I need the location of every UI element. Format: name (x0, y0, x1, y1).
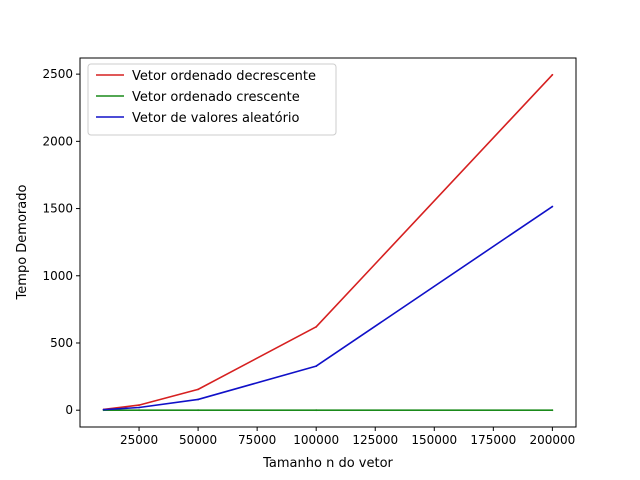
y-tick-label: 1500 (42, 202, 73, 216)
y-tick-label: 1000 (42, 269, 73, 283)
series-3-point (102, 408, 105, 411)
x-tick-label: 50000 (179, 433, 217, 447)
y-axis: 0 500 1000 1500 2000 2500 (42, 67, 80, 417)
series-3-point (551, 205, 554, 208)
x-tick-label: 25000 (120, 433, 158, 447)
x-tick-label: 150000 (411, 433, 457, 447)
series-2-point (138, 409, 140, 412)
x-tick-label: 175000 (470, 433, 516, 447)
y-tick-label: 0 (65, 403, 73, 417)
series-3-point (315, 365, 318, 368)
y-tick-label: 2000 (42, 134, 73, 148)
x-axis-label: Tamanho n do vetor (262, 456, 393, 471)
series-2-point (551, 409, 554, 412)
x-axis: 25000 50000 75000 100000 125000 150000 175000 2… (120, 427, 575, 447)
series-1-point (551, 73, 554, 76)
legend-label: Vetor de valores aleatório (132, 111, 300, 126)
x-tick-label: 100000 (293, 433, 339, 447)
series-2-point (315, 409, 318, 412)
legend-label: Vetor ordenado crescente (132, 90, 300, 105)
legend-box (87, 63, 337, 136)
x-tick-label: 200000 (529, 433, 575, 447)
legend: Vetor ordenado decrescente Vetor ordenado… (87, 63, 337, 136)
series-1-point (315, 325, 318, 328)
plot-frame (79, 57, 577, 428)
series-layer (102, 73, 554, 412)
y-tick-label: 500 (50, 336, 73, 350)
series-3-point (138, 406, 140, 409)
series-1-point (138, 404, 140, 406)
legend-label: Vetor ordenado decrescente (132, 69, 316, 84)
x-tick-label: 125000 (352, 433, 398, 447)
series-1-point (197, 388, 199, 391)
series-3-point (197, 398, 199, 401)
series-2-point (197, 409, 199, 412)
x-tick-label: 75000 (238, 433, 276, 447)
y-axis-label: Tempo Demorado (15, 185, 30, 301)
y-tick-label: 2500 (42, 67, 73, 81)
